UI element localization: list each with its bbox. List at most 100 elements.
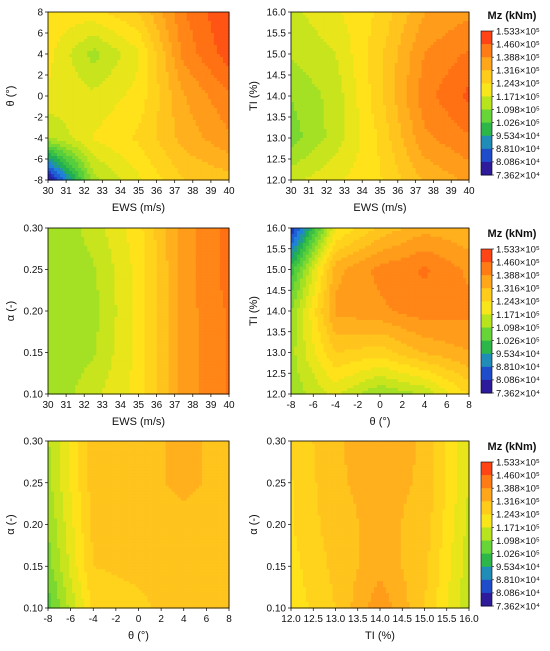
contour-cell — [350, 51, 354, 55]
contour-cell — [81, 78, 85, 82]
contour-cell — [204, 102, 209, 106]
contour-cell — [135, 33, 140, 37]
contour-cell — [385, 27, 390, 31]
contour-cell — [117, 87, 121, 91]
contour-cell — [63, 81, 67, 85]
contour-cell — [51, 120, 55, 124]
contour-cell — [84, 105, 88, 109]
contour-cell — [189, 63, 194, 67]
contour-cell — [141, 120, 146, 124]
contour-cell — [180, 129, 185, 133]
contour-cell — [365, 27, 369, 31]
contour-cell — [162, 39, 167, 43]
contour-cell — [69, 75, 73, 79]
contour-cell — [165, 126, 170, 130]
contour-cell — [108, 171, 112, 175]
contour-cell — [132, 24, 137, 28]
contour-cell — [213, 18, 218, 22]
contour-cell — [168, 15, 173, 19]
contour-cell — [153, 39, 158, 43]
contour-cell — [293, 36, 298, 40]
contour-cell — [368, 27, 372, 31]
contour-cell — [371, 18, 375, 22]
contour-cell — [123, 72, 128, 76]
contour-cell — [96, 141, 100, 145]
contour-cell — [51, 87, 55, 91]
contour-cell — [141, 78, 146, 82]
contour-cell — [412, 21, 417, 25]
contour-cell — [66, 114, 70, 118]
contour-cell — [111, 42, 115, 46]
contour-cell — [374, 15, 378, 19]
contour-cell — [81, 75, 85, 79]
contour-cell — [132, 60, 137, 64]
contour-cell — [93, 39, 97, 43]
contour-cell — [362, 27, 366, 31]
contour-cell — [299, 39, 304, 43]
contour-cell — [180, 144, 185, 148]
contour-cell — [141, 138, 146, 142]
contour-cell — [84, 45, 88, 49]
contour-cell — [359, 39, 363, 43]
contour-cell — [210, 171, 215, 175]
contour-cell — [96, 87, 100, 91]
contour-cell — [353, 21, 357, 25]
contour-cell — [174, 72, 179, 76]
contour-cell — [105, 36, 109, 40]
contour-cell — [225, 162, 230, 166]
contour-cell — [84, 153, 88, 157]
contour-cell — [141, 93, 146, 97]
contour-cell — [424, 27, 429, 31]
contour-cell — [186, 48, 191, 52]
contour-cell — [198, 177, 203, 181]
contour-cell — [451, 21, 455, 25]
contour-cell — [165, 123, 170, 127]
contour-cell — [96, 132, 100, 136]
contour-cell — [48, 45, 52, 49]
contour-cell — [102, 75, 106, 79]
contour-cell — [96, 42, 100, 46]
contour-cell — [153, 48, 158, 52]
contour-cell — [213, 33, 218, 37]
contour-cell — [108, 87, 112, 91]
contour-cell — [204, 144, 209, 148]
contour-cell — [213, 159, 218, 163]
contour-cell — [108, 24, 112, 28]
contour-cell — [105, 108, 109, 112]
contour-cell — [141, 45, 146, 49]
contour-cell — [189, 135, 194, 139]
contour-cell — [75, 84, 79, 88]
contour-cell — [72, 99, 76, 103]
contour-cell — [210, 48, 215, 52]
contour-cell — [162, 168, 167, 172]
contour-cell — [201, 96, 206, 100]
contour-cell — [153, 42, 158, 46]
contour-cell — [323, 48, 328, 52]
contour-cell — [427, 12, 432, 16]
contour-cell — [126, 60, 131, 64]
contour-cell — [105, 141, 109, 145]
contour-cell — [78, 93, 82, 97]
contour-cell — [213, 156, 218, 160]
contour-cell — [159, 135, 164, 139]
contour-cell — [382, 54, 387, 58]
contour-cell — [374, 24, 378, 28]
contour-cell — [350, 18, 354, 22]
contour-cell — [201, 129, 206, 133]
contour-cell — [356, 12, 360, 16]
contour-cell — [165, 99, 170, 103]
contour-cell — [63, 96, 67, 100]
contour-cell — [132, 120, 137, 124]
contour-cell — [198, 129, 203, 133]
contour-cell — [90, 63, 94, 67]
contour-cell — [424, 33, 429, 37]
contour-cell — [78, 78, 82, 82]
contour-cell — [117, 15, 121, 19]
contour-cell — [120, 126, 125, 130]
contour-cell — [90, 57, 94, 61]
contour-cell — [219, 24, 224, 28]
contour-cell — [111, 141, 115, 145]
contour-cell — [63, 93, 67, 97]
contour-cell — [162, 177, 167, 181]
contour-cell — [162, 57, 167, 61]
